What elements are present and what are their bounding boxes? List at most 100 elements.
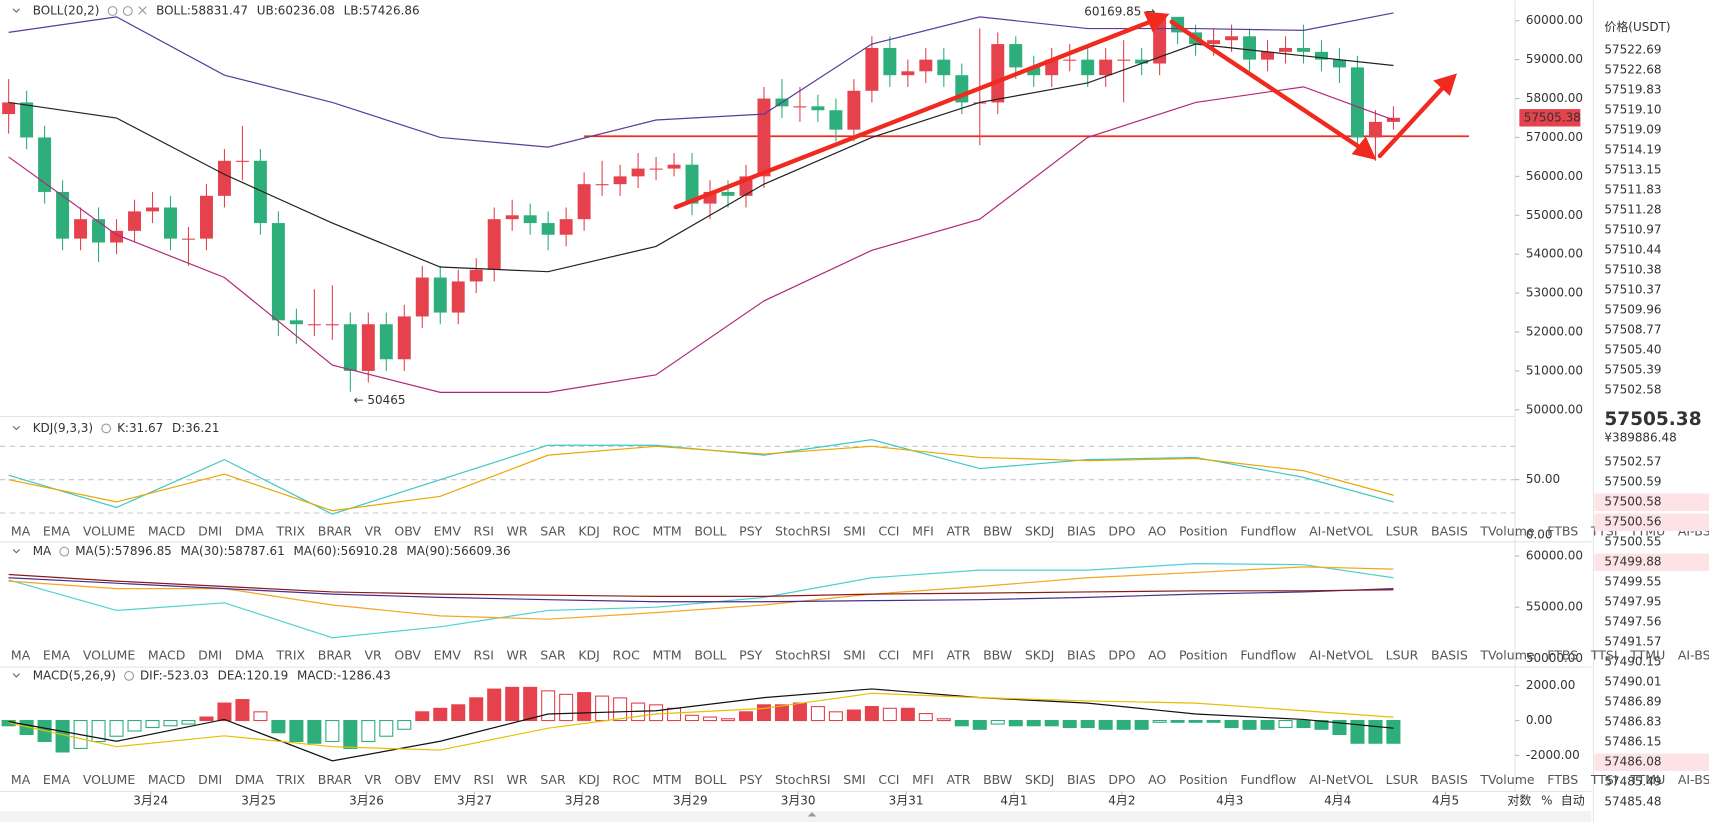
indicator-tab[interactable]: TRIX [276, 648, 306, 663]
indicator-tab[interactable]: TTMU [1629, 772, 1665, 787]
indicator-tab[interactable]: WR [507, 648, 528, 663]
indicator-tab[interactable]: BIAS [1067, 648, 1096, 663]
indicator-tab[interactable]: DMA [235, 648, 264, 663]
indicator-tab[interactable]: DMI [198, 523, 222, 538]
indicator-tab[interactable]: MFI [912, 772, 934, 787]
indicator-tab[interactable]: RSI [474, 772, 494, 787]
indicator-tab[interactable]: BRAR [318, 772, 352, 787]
indicator-tab[interactable]: DMI [198, 772, 222, 787]
indicator-tab[interactable]: KDJ [578, 772, 600, 787]
indicator-tab[interactable]: StochRSI [775, 772, 831, 787]
indicator-tab[interactable]: MA [11, 523, 31, 538]
indicator-tab[interactable]: EMA [43, 772, 71, 787]
indicator-tab[interactable]: SMI [843, 523, 865, 538]
indicator-tab[interactable]: BIAS [1067, 772, 1096, 787]
indicator-tab[interactable]: VR [364, 772, 382, 787]
indicator-tab[interactable]: SAR [540, 772, 566, 787]
scrollbar[interactable] [0, 811, 1592, 822]
indicator-tab[interactable]: FTBS [1547, 523, 1578, 538]
indicator-tab[interactable]: CCI [878, 648, 899, 663]
indicator-tab[interactable]: DPO [1108, 772, 1135, 787]
indicator-tab[interactable]: ROC [613, 523, 641, 538]
indicator-tab[interactable]: VOLUME [83, 772, 136, 787]
indicator-tab[interactable]: EMV [434, 523, 462, 538]
indicator-tab[interactable]: TRIX [276, 772, 306, 787]
indicator-tab[interactable]: ATR [947, 772, 971, 787]
indicator-tab[interactable]: SKDJ [1025, 523, 1054, 538]
indicator-tab[interactable]: TTSI [1590, 648, 1618, 663]
indicator-tab[interactable]: ROC [613, 772, 641, 787]
indicator-tab[interactable]: MA [11, 648, 31, 663]
indicator-tab[interactable]: OBV [394, 523, 421, 538]
indicator-tab[interactable]: Position [1179, 648, 1228, 663]
indicator-tab[interactable]: SAR [540, 648, 566, 663]
axis-option[interactable]: 对数 [1507, 793, 1531, 808]
indicator-tab[interactable]: VR [364, 648, 382, 663]
indicator-tab[interactable]: DMI [198, 648, 222, 663]
indicator-tab[interactable]: BASIS [1431, 648, 1468, 663]
indicator-tab[interactable]: ATR [947, 648, 971, 663]
indicator-tab[interactable]: DPO [1108, 523, 1135, 538]
indicator-tab[interactable]: AI-NetVOL [1309, 523, 1373, 538]
indicator-tab[interactable]: BBW [983, 648, 1012, 663]
indicator-tab[interactable]: ATR [947, 523, 971, 538]
indicator-tab[interactable]: BASIS [1431, 523, 1468, 538]
indicator-tab[interactable]: BOLL [694, 523, 726, 538]
axis-option[interactable]: 自动 [1561, 794, 1585, 808]
indicator-tab[interactable]: MACD [148, 523, 186, 538]
indicator-tab[interactable]: BRAR [318, 523, 352, 538]
indicator-tab[interactable]: MTM [652, 772, 681, 787]
indicator-tab[interactable]: AI-BSI [1678, 648, 1709, 663]
indicator-tab[interactable]: LSUR [1386, 523, 1419, 538]
indicator-tab[interactable]: PSY [739, 648, 762, 663]
indicator-tab[interactable]: LSUR [1386, 648, 1419, 663]
indicator-tab[interactable]: SKDJ [1025, 648, 1054, 663]
indicator-tab[interactable]: BOLL [694, 648, 726, 663]
indicator-tab[interactable]: BASIS [1431, 772, 1468, 787]
indicator-tab[interactable]: CCI [878, 772, 899, 787]
indicator-tab[interactable]: Position [1179, 772, 1228, 787]
indicator-tab[interactable]: DMA [235, 772, 264, 787]
indicator-tab[interactable]: CCI [878, 523, 899, 538]
indicator-tab[interactable]: FTBS [1547, 648, 1578, 663]
indicator-tab[interactable]: KDJ [578, 523, 600, 538]
indicator-tab[interactable]: OBV [394, 648, 421, 663]
indicator-tab[interactable]: TVolume [1479, 523, 1534, 538]
indicator-tab[interactable]: Position [1179, 523, 1228, 538]
indicator-tab[interactable]: BIAS [1067, 523, 1096, 538]
indicator-tab[interactable]: Fundflow [1240, 523, 1296, 538]
indicator-tab[interactable]: EMV [434, 648, 462, 663]
indicator-tab[interactable]: AO [1148, 523, 1166, 538]
indicator-tab[interactable]: ROC [613, 648, 641, 663]
indicator-tab[interactable]: BBW [983, 523, 1012, 538]
indicator-tab[interactable]: TTSI [1590, 772, 1618, 787]
indicator-tab[interactable]: AO [1148, 648, 1166, 663]
indicator-tab[interactable]: OBV [394, 772, 421, 787]
indicator-tab[interactable]: EMV [434, 772, 462, 787]
indicator-tab[interactable]: MFI [912, 648, 934, 663]
indicator-tab[interactable]: AI-NetVOL [1309, 772, 1373, 787]
indicator-tab[interactable]: VR [364, 523, 382, 538]
indicator-tab[interactable]: StochRSI [775, 648, 831, 663]
indicator-tab[interactable]: TVolume [1479, 772, 1534, 787]
indicator-tab[interactable]: Fundflow [1240, 772, 1296, 787]
indicator-tab[interactable]: MA [11, 772, 31, 787]
indicator-tab[interactable]: LSUR [1386, 772, 1419, 787]
indicator-tab[interactable]: SKDJ [1025, 772, 1054, 787]
indicator-tab[interactable]: FTBS [1547, 772, 1578, 787]
indicator-tab[interactable]: SAR [540, 523, 566, 538]
indicator-tab[interactable]: DPO [1108, 648, 1135, 663]
indicator-tab[interactable]: WR [507, 523, 528, 538]
indicator-tab[interactable]: WR [507, 772, 528, 787]
indicator-tab[interactable]: EMA [43, 523, 71, 538]
indicator-tab[interactable]: PSY [739, 772, 762, 787]
axis-option[interactable]: % [1541, 794, 1552, 808]
indicator-tab[interactable]: AI-NetVOL [1309, 648, 1373, 663]
indicator-tab[interactable]: EMA [43, 648, 71, 663]
indicator-tab[interactable]: TRIX [276, 523, 306, 538]
indicator-tab[interactable]: BOLL [694, 772, 726, 787]
indicator-tab[interactable]: TTMU [1629, 648, 1665, 663]
indicator-tab[interactable]: SMI [843, 648, 865, 663]
indicator-tab[interactable]: RSI [474, 523, 494, 538]
indicator-tab[interactable]: VOLUME [83, 523, 136, 538]
